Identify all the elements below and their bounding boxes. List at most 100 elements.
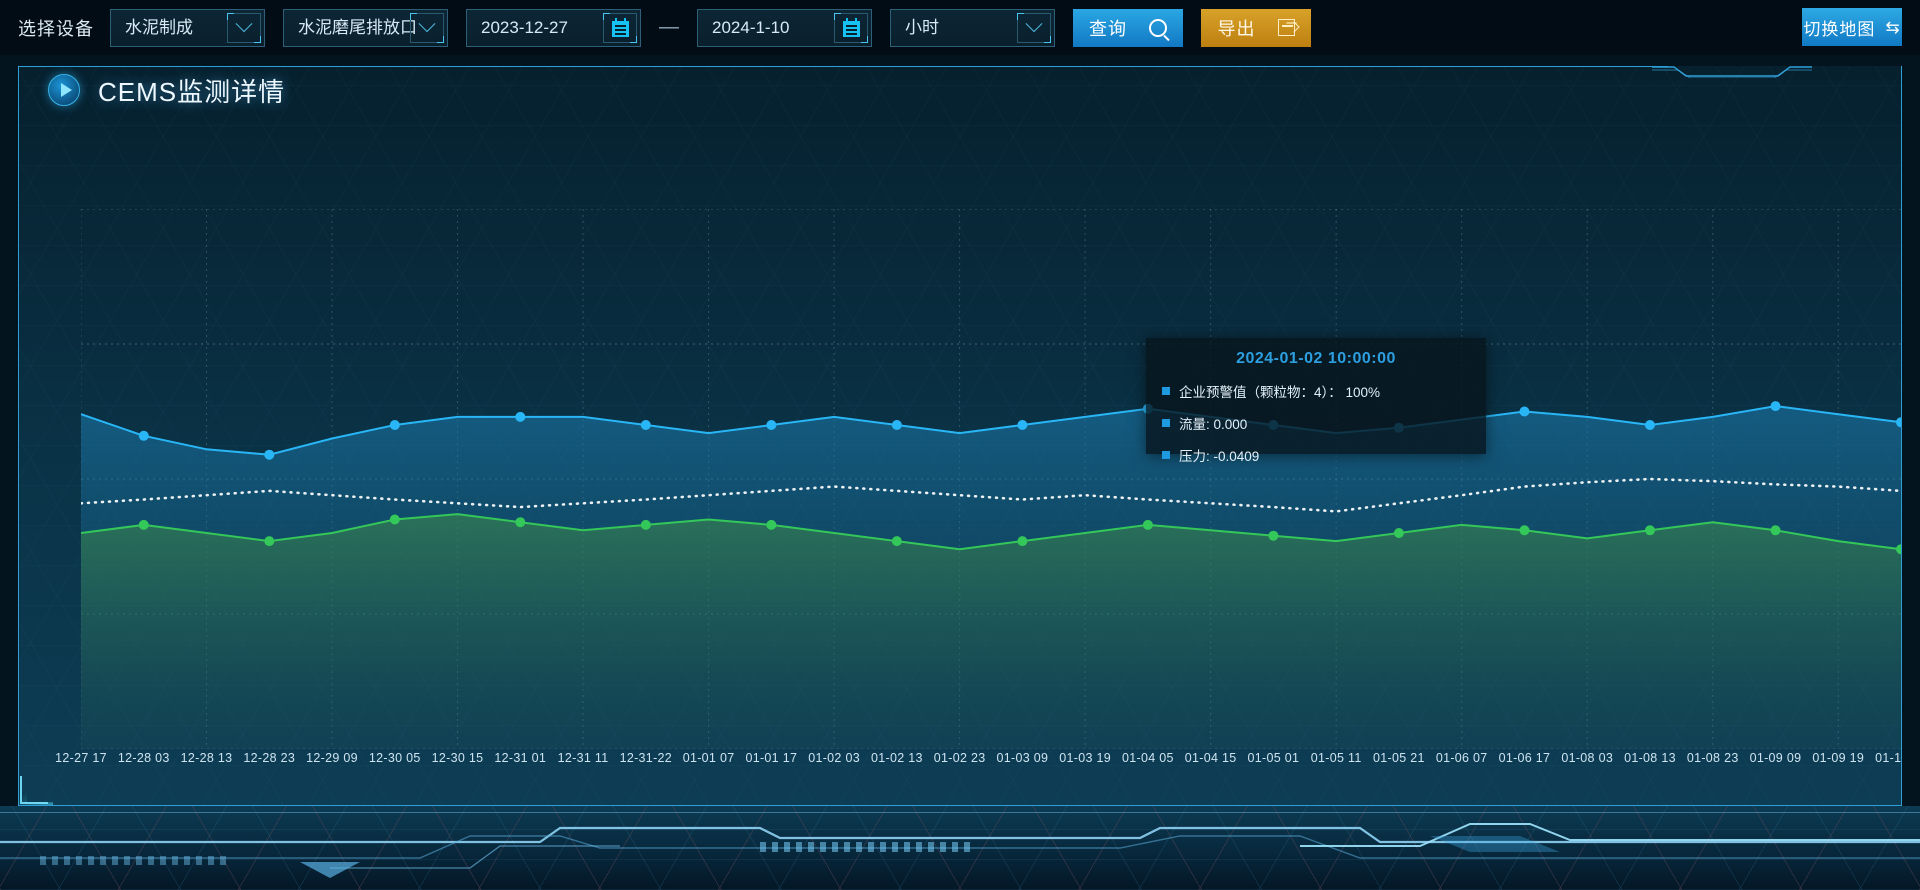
export-icon [1277, 19, 1295, 36]
x-axis-tick: 12-27 17 [55, 751, 107, 765]
x-axis-tick: 12-28 23 [243, 751, 296, 765]
search-icon [1149, 18, 1167, 37]
data-point[interactable] [264, 536, 275, 547]
tooltip-row: 压力: -0.0409 [1162, 445, 1470, 465]
tooltip-title: 2024-01-02 10:00:00 [1236, 350, 1396, 367]
x-axis-tick: 01-03 09 [996, 751, 1049, 765]
chart-series [81, 477, 1901, 513]
x-axis-tick: 01-05 01 [1247, 751, 1300, 765]
x-axis-tick: 01-05 11 [1310, 751, 1362, 765]
device-select-value: 水泥制成 [125, 17, 193, 37]
chevron-down-icon[interactable] [1017, 12, 1051, 43]
panel-header: CEMS监测详情 [18, 66, 1902, 114]
data-point[interactable] [1644, 525, 1655, 536]
x-axis-tick: 01-09 09 [1749, 751, 1802, 765]
x-axis-tick: 01-02 13 [870, 751, 923, 765]
switch-map-label: 切换地图 [1803, 19, 1876, 39]
x-axis-tick: 12-28 13 [180, 751, 233, 765]
chevron-down-icon[interactable] [227, 12, 261, 43]
x-axis-tick: 12-28 03 [117, 751, 170, 765]
data-point[interactable] [891, 420, 902, 430]
data-point[interactable] [1268, 530, 1279, 541]
data-point[interactable] [389, 514, 400, 525]
date-range-separator: — [659, 16, 679, 38]
x-axis-tick: 01-03 19 [1059, 751, 1111, 765]
data-point[interactable] [138, 519, 149, 530]
x-axis-tick: 01-04 15 [1184, 751, 1237, 765]
data-point[interactable] [515, 517, 526, 528]
switch-map-button[interactable]: 切换地图 ⇆ [1802, 8, 1902, 46]
bottom-decoration [0, 806, 1920, 890]
chart-series [81, 513, 1901, 749]
x-axis-tick: 12-29 09 [306, 751, 358, 765]
x-axis-tick: 01-10 05 [1875, 751, 1902, 765]
x-axis-tick: 01-08 13 [1624, 751, 1676, 765]
device-label: 选择设备 [18, 18, 94, 39]
page-title: CEMS监测详情 [98, 76, 286, 107]
swap-icon: ⇆ [1885, 17, 1901, 37]
chart-tooltip: 2024-01-02 10:00:00 企业预警值（颗粒物：4）： 100% 流量… [1146, 338, 1486, 464]
x-axis-tick: 01-04 05 [1122, 751, 1174, 765]
tooltip-row: 企业预警值（颗粒物：4）： 100% [1162, 381, 1470, 401]
tooltip-marker [1162, 419, 1170, 427]
granularity-select-value: 小时 [905, 17, 939, 37]
outlet-select[interactable]: 水泥磨尾排放口 [283, 8, 448, 47]
data-point[interactable] [766, 519, 777, 530]
x-axis-tick: 01-02 03 [808, 751, 860, 765]
data-point[interactable] [264, 449, 275, 460]
chevron-down-icon[interactable] [410, 12, 444, 43]
tooltip-row-text: 流量: 0.000 [1179, 417, 1248, 432]
start-date-value: 2023-12-27 [481, 17, 568, 37]
data-point[interactable] [1896, 544, 1901, 555]
granularity-select[interactable]: 小时 [890, 8, 1055, 47]
calendar-icon[interactable] [834, 12, 868, 43]
x-axis-tick: 01-09 19 [1812, 751, 1865, 765]
data-point[interactable] [1519, 406, 1530, 417]
device-select[interactable]: 水泥制成 [110, 8, 265, 47]
chart-plot-area[interactable] [81, 209, 1901, 749]
x-axis-tick: 01-06 17 [1498, 751, 1551, 765]
calendar-icon[interactable] [603, 12, 637, 43]
query-button[interactable]: 查询 [1073, 8, 1183, 47]
data-point[interactable] [138, 430, 149, 441]
tooltip-row-text: 企业预警值（颗粒物：4）： 100% [1179, 385, 1381, 400]
x-axis-tick: 01-02 23 [933, 751, 986, 765]
x-axis-tick: 12-30 05 [368, 751, 421, 765]
end-date-input[interactable]: 2024-1-10 [697, 8, 872, 47]
x-axis-tick: 12-31-22 [619, 751, 673, 765]
data-point[interactable] [389, 420, 400, 430]
tooltip-row-text: 压力: -0.0409 [1179, 449, 1260, 464]
x-axis: 12-27 17 12-28 03 12-28 13 12-28 23 12-29 09… [18, 751, 1902, 771]
x-axis-tick: 01-08 03 [1561, 751, 1614, 765]
tooltip-marker [1162, 451, 1170, 459]
data-point[interactable] [640, 519, 651, 530]
chart-svg [81, 209, 1901, 749]
data-point[interactable] [1770, 401, 1781, 412]
data-point[interactable] [1519, 525, 1530, 536]
x-axis-tick: 01-06 07 [1435, 751, 1488, 765]
data-point[interactable] [766, 420, 777, 430]
data-point[interactable] [1393, 528, 1404, 538]
x-axis-tick: 01-01 07 [682, 751, 735, 765]
x-axis-tick: 12-30 15 [431, 751, 484, 765]
cems-chart: 12-27 17 12-28 03 12-28 13 12-28 23 12-29 09… [18, 114, 1902, 806]
data-point[interactable] [1017, 536, 1028, 547]
tooltip-row: 流量: 0.000 [1162, 413, 1470, 433]
data-point[interactable] [1770, 525, 1781, 536]
x-axis-tick: 01-01 17 [745, 751, 798, 765]
data-point[interactable] [1142, 519, 1153, 530]
x-axis-tick: 01-08 23 [1686, 751, 1739, 765]
data-point[interactable] [1644, 420, 1655, 430]
data-point[interactable] [640, 420, 651, 430]
play-icon [48, 74, 80, 106]
export-button[interactable]: 导出 [1201, 8, 1311, 47]
x-axis-tick: 12-31 01 [494, 751, 547, 765]
bottom-decor-lines [0, 823, 1920, 878]
export-button-label: 导出 [1217, 18, 1256, 39]
data-point[interactable] [515, 411, 526, 422]
start-date-input[interactable]: 2023-12-27 [466, 8, 641, 47]
data-point[interactable] [1896, 417, 1901, 428]
data-point[interactable] [1017, 420, 1028, 430]
query-button-label: 查询 [1089, 18, 1127, 39]
data-point[interactable] [891, 536, 902, 547]
